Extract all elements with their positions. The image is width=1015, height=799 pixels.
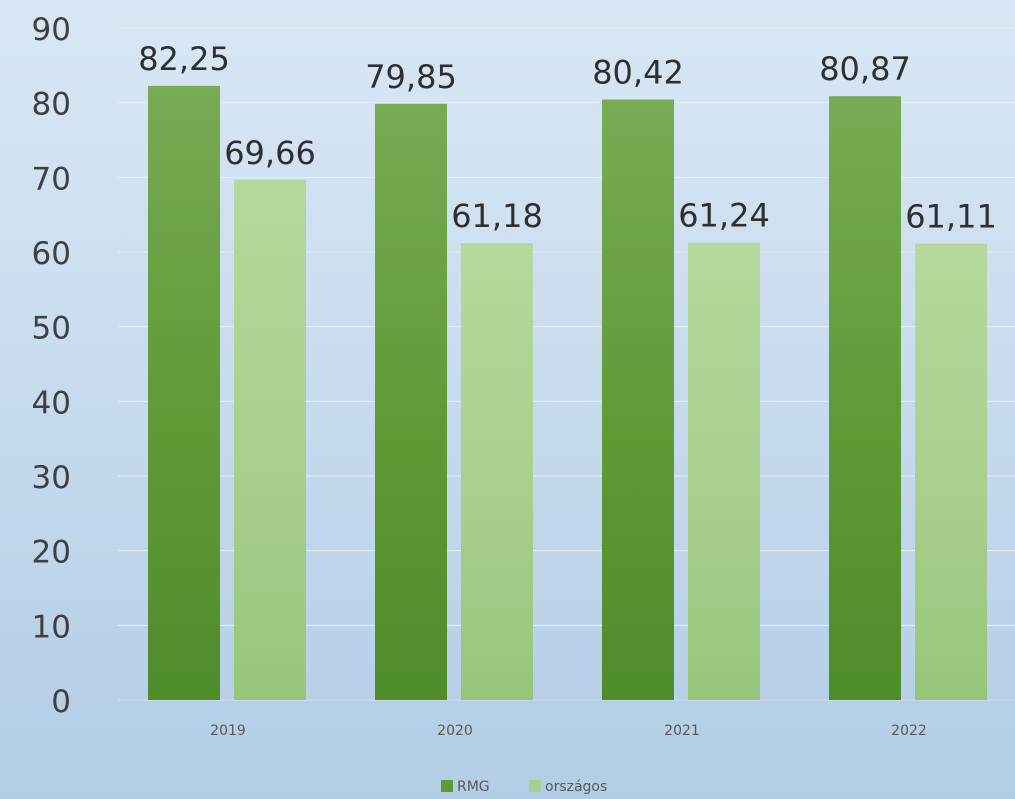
x-axis: 2019 2020 2021 2022: [210, 723, 927, 739]
legend-swatch-rmg: [441, 780, 453, 792]
data-label-orszagos-2020: 61,18: [451, 197, 543, 235]
y-tick-label: 80: [32, 87, 71, 123]
bar-orszagos-2021: [688, 242, 760, 700]
y-tick-label: 50: [32, 311, 71, 347]
bar-orszagos-2022: [915, 243, 987, 700]
y-axis: 0 10 20 30 40 50 60 70 80 90: [32, 12, 71, 720]
data-labels: 82,25 69,66 79,85 61,18 80,42 61,24 80,87 61,11: [138, 40, 997, 236]
x-tick-label-2019: 2019: [210, 723, 246, 739]
y-tick-label: 30: [32, 460, 71, 496]
data-label-orszagos-2022: 61,11: [905, 198, 997, 236]
bar-rmg-2022: [829, 96, 901, 701]
bars: [148, 85, 987, 701]
bar-rmg-2020: [375, 103, 447, 700]
legend: RMG országos: [441, 779, 607, 795]
x-tick-label-2022: 2022: [891, 723, 927, 739]
y-tick-label: 10: [32, 609, 71, 645]
data-label-orszagos-2019: 69,66: [224, 134, 316, 172]
y-tick-label: 0: [51, 684, 71, 720]
data-label-rmg-2022: 80,87: [819, 50, 911, 88]
y-tick-label: 90: [32, 12, 71, 48]
bar-rmg-2019: [148, 85, 220, 700]
y-tick-label: 40: [32, 385, 71, 421]
data-label-rmg-2021: 80,42: [592, 54, 684, 92]
y-tick-label: 70: [32, 161, 71, 197]
bar-orszagos-2019: [234, 179, 306, 700]
legend-label-orszagos: országos: [545, 779, 607, 795]
data-label-rmg-2020: 79,85: [365, 58, 457, 96]
data-label-orszagos-2021: 61,24: [678, 197, 770, 235]
bar-rmg-2021: [602, 99, 674, 701]
y-tick-label: 20: [32, 535, 71, 571]
legend-label-rmg: RMG: [457, 779, 490, 795]
x-tick-label-2021: 2021: [664, 723, 700, 739]
bar-orszagos-2020: [461, 243, 533, 700]
x-tick-label-2020: 2020: [437, 723, 473, 739]
legend-swatch-orszagos: [529, 780, 541, 792]
data-label-rmg-2019: 82,25: [138, 40, 230, 78]
y-tick-label: 60: [32, 236, 71, 272]
